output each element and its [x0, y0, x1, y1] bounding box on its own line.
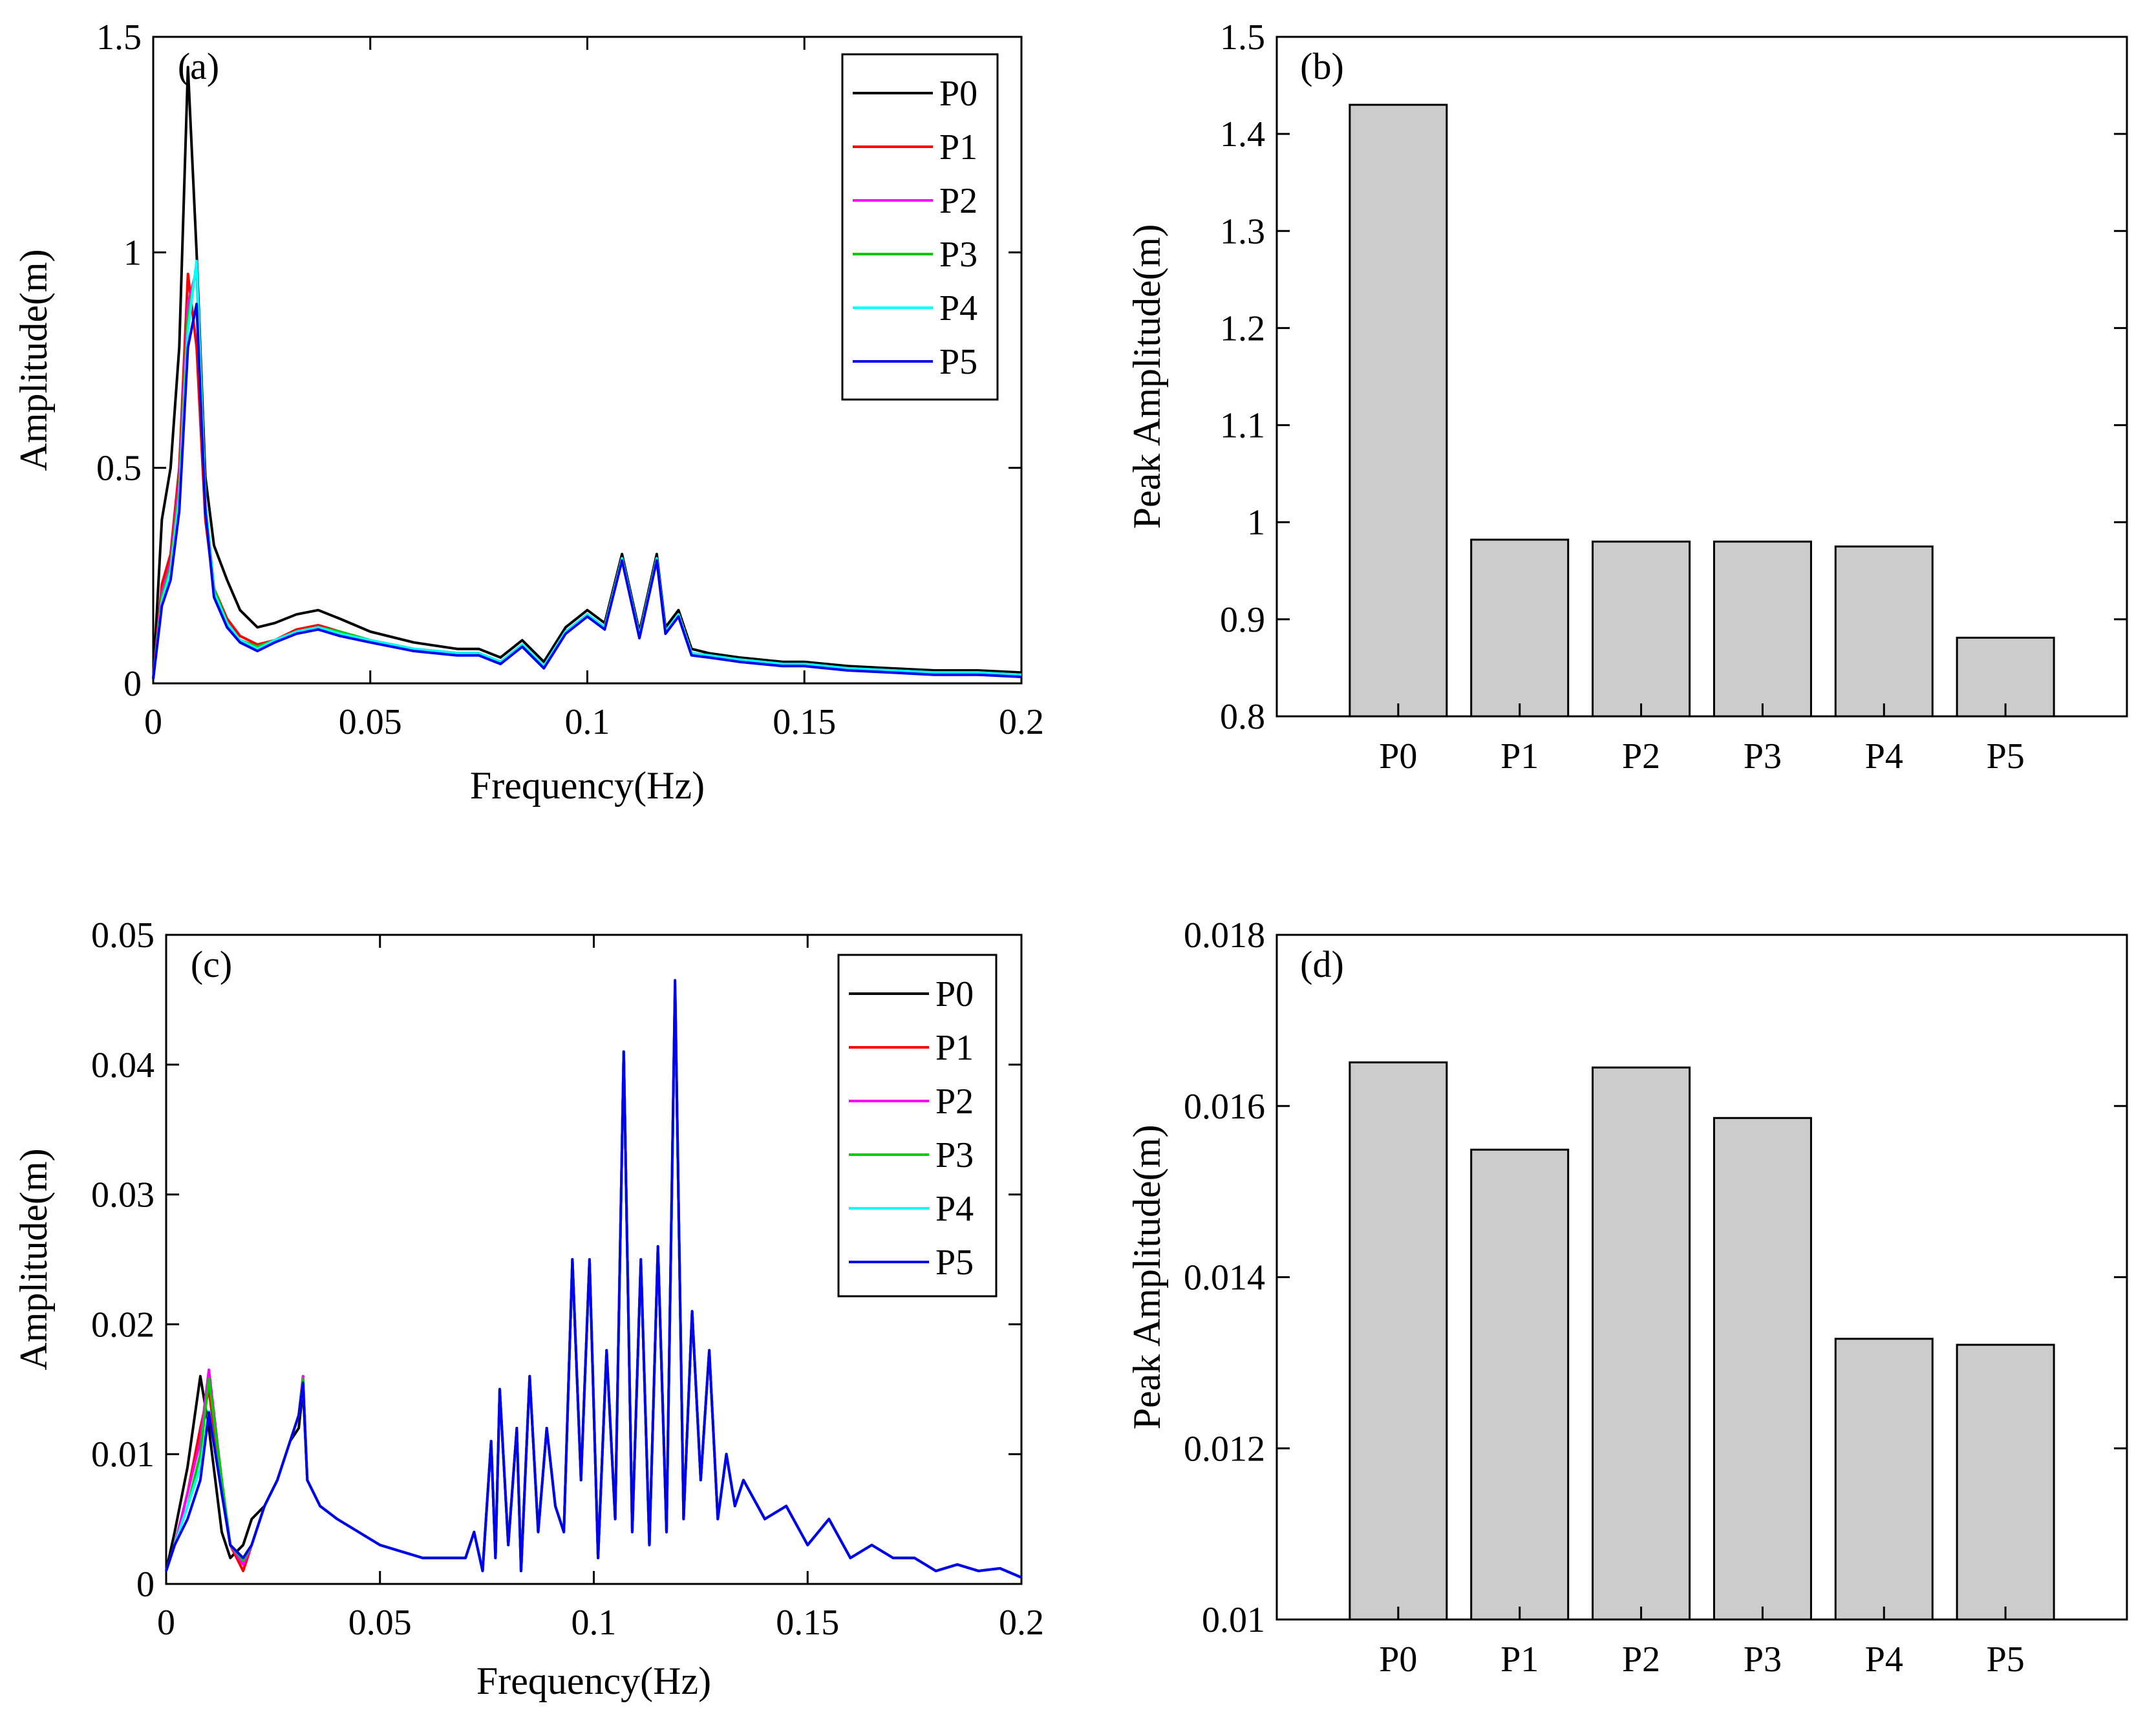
bar-p1: [1470, 539, 1570, 718]
bar-p0: [1349, 103, 1448, 718]
legend-box: [841, 53, 999, 401]
y-tick-label: 1.3: [1220, 211, 1265, 251]
bar-p4: [1834, 545, 1934, 718]
series-line-p0: [152, 65, 1022, 679]
panel-label: (d): [1300, 943, 1344, 985]
x-tick-label: 0.1: [565, 702, 610, 742]
y-tick-label: 0.012: [1184, 1429, 1265, 1469]
panel-label: (b): [1300, 45, 1344, 87]
x-tick-label: P4: [1865, 736, 1903, 776]
legend-label: P1: [939, 127, 977, 167]
x-tick-label: 0.15: [773, 702, 836, 742]
x-tick-label: 0.05: [348, 1603, 412, 1643]
legend-label: P2: [935, 1082, 974, 1122]
x-tick-label: P1: [1500, 736, 1539, 776]
y-tick-label: 0.03: [91, 1175, 155, 1215]
x-tick-label: P3: [1744, 736, 1782, 776]
y-tick-label: 0.05: [91, 915, 155, 956]
bar-p3: [1713, 540, 1812, 718]
y-tick-label: 1: [123, 233, 142, 273]
bar-p0: [1349, 1061, 1448, 1621]
y-tick-label: 0.018: [1184, 915, 1265, 956]
bar-p3: [1713, 1117, 1812, 1621]
y-tick-label: 0: [136, 1565, 155, 1605]
y-tick-label: 1.5: [96, 17, 142, 58]
legend-box: [837, 954, 998, 1298]
series-line-p5: [152, 303, 1022, 679]
legend-label: P3: [935, 1135, 974, 1175]
bar-p4: [1834, 1338, 1934, 1621]
legend-label: P0: [935, 974, 974, 1014]
legend-label: P4: [939, 288, 977, 328]
y-tick-label: 0.8: [1220, 697, 1265, 737]
bar-p2: [1592, 1066, 1691, 1621]
x-tick-label: P0: [1379, 736, 1417, 776]
x-tick-label: 0.05: [339, 702, 402, 742]
y-axis-label: Peak Amplitude(m): [1126, 1125, 1168, 1430]
y-tick-label: 0.014: [1184, 1258, 1265, 1298]
chart-d: 0.01 0.012 0.014 0.016 0.018 Peak Amplitude(m…: [1126, 915, 2128, 1680]
x-tick-label: 0.1: [571, 1603, 617, 1643]
y-tick-label: 0.9: [1220, 600, 1265, 640]
plot-frame: [1275, 36, 2128, 718]
y-tick-label: 0: [123, 664, 142, 704]
y-tick-label: 0.04: [91, 1045, 155, 1085]
x-tick-label: 0.2: [999, 702, 1044, 742]
y-tick-label: 1: [1247, 503, 1265, 543]
y-tick-label: 1.4: [1220, 114, 1265, 155]
x-axis-label: Frequency(Hz): [476, 1660, 711, 1702]
y-axis-label: Peak Amplitude(m): [1126, 224, 1168, 529]
x-tick-label: P4: [1865, 1640, 1903, 1680]
series-line-p5: [165, 979, 1022, 1579]
chart-c: 0 0.01 0.02 0.03 0.04 0.05 Amplitude(m) (c) 0 0.0…: [12, 915, 1044, 1702]
panel-label: (c): [191, 943, 232, 985]
y-tick-label: 0.01: [91, 1435, 155, 1475]
x-tick-label: P5: [1987, 736, 2025, 776]
bar-p5: [1956, 1343, 2055, 1621]
x-axis-label: Frequency(Hz): [470, 764, 705, 807]
x-tick-label: 0.2: [999, 1603, 1044, 1643]
x-tick-label: P0: [1379, 1640, 1417, 1680]
panel-label: (a): [178, 45, 219, 87]
x-tick-label: P2: [1622, 1640, 1660, 1680]
y-axis-label: Amplitude(m): [12, 249, 55, 471]
x-tick-label: P2: [1622, 736, 1660, 776]
x-tick-label: 0: [157, 1603, 175, 1643]
y-tick-label: 1.1: [1220, 406, 1265, 446]
legend-label: P3: [939, 235, 977, 275]
y-tick-label: 0.01: [1202, 1600, 1265, 1640]
y-tick-label: 0.016: [1184, 1087, 1265, 1127]
y-axis-label: Amplitude(m): [12, 1148, 55, 1370]
legend-label: P1: [935, 1028, 974, 1068]
chart-a: 0 0.5 1 1.5 Amplitude(m) (a) 0 0.05 0.1 0.15 0.2 Fr…: [12, 17, 1044, 807]
bar-p5: [1956, 636, 2055, 718]
x-tick-label: P3: [1744, 1640, 1782, 1680]
chart-b: 0.8 0.9 1 1.1 1.2 1.3 1.4 1.5 Peak Amplitude(m) (…: [1126, 17, 2128, 776]
y-tick-label: 1.5: [1220, 17, 1265, 58]
x-tick-label: P5: [1987, 1640, 2025, 1680]
legend-label: P2: [939, 181, 977, 221]
bar-p2: [1592, 540, 1691, 718]
x-tick-label: 0.15: [776, 1603, 839, 1643]
x-tick-label: 0: [144, 702, 162, 742]
bar-p1: [1470, 1148, 1570, 1621]
legend-label: P5: [935, 1243, 974, 1283]
legend-label: P5: [939, 342, 977, 382]
x-tick-label: P1: [1500, 1640, 1539, 1680]
legend-label: P0: [939, 74, 977, 114]
y-tick-label: 0.5: [96, 449, 142, 489]
y-tick-label: 1.2: [1220, 308, 1265, 348]
y-tick-label: 0.02: [91, 1305, 155, 1345]
legend-label: P4: [935, 1189, 974, 1229]
